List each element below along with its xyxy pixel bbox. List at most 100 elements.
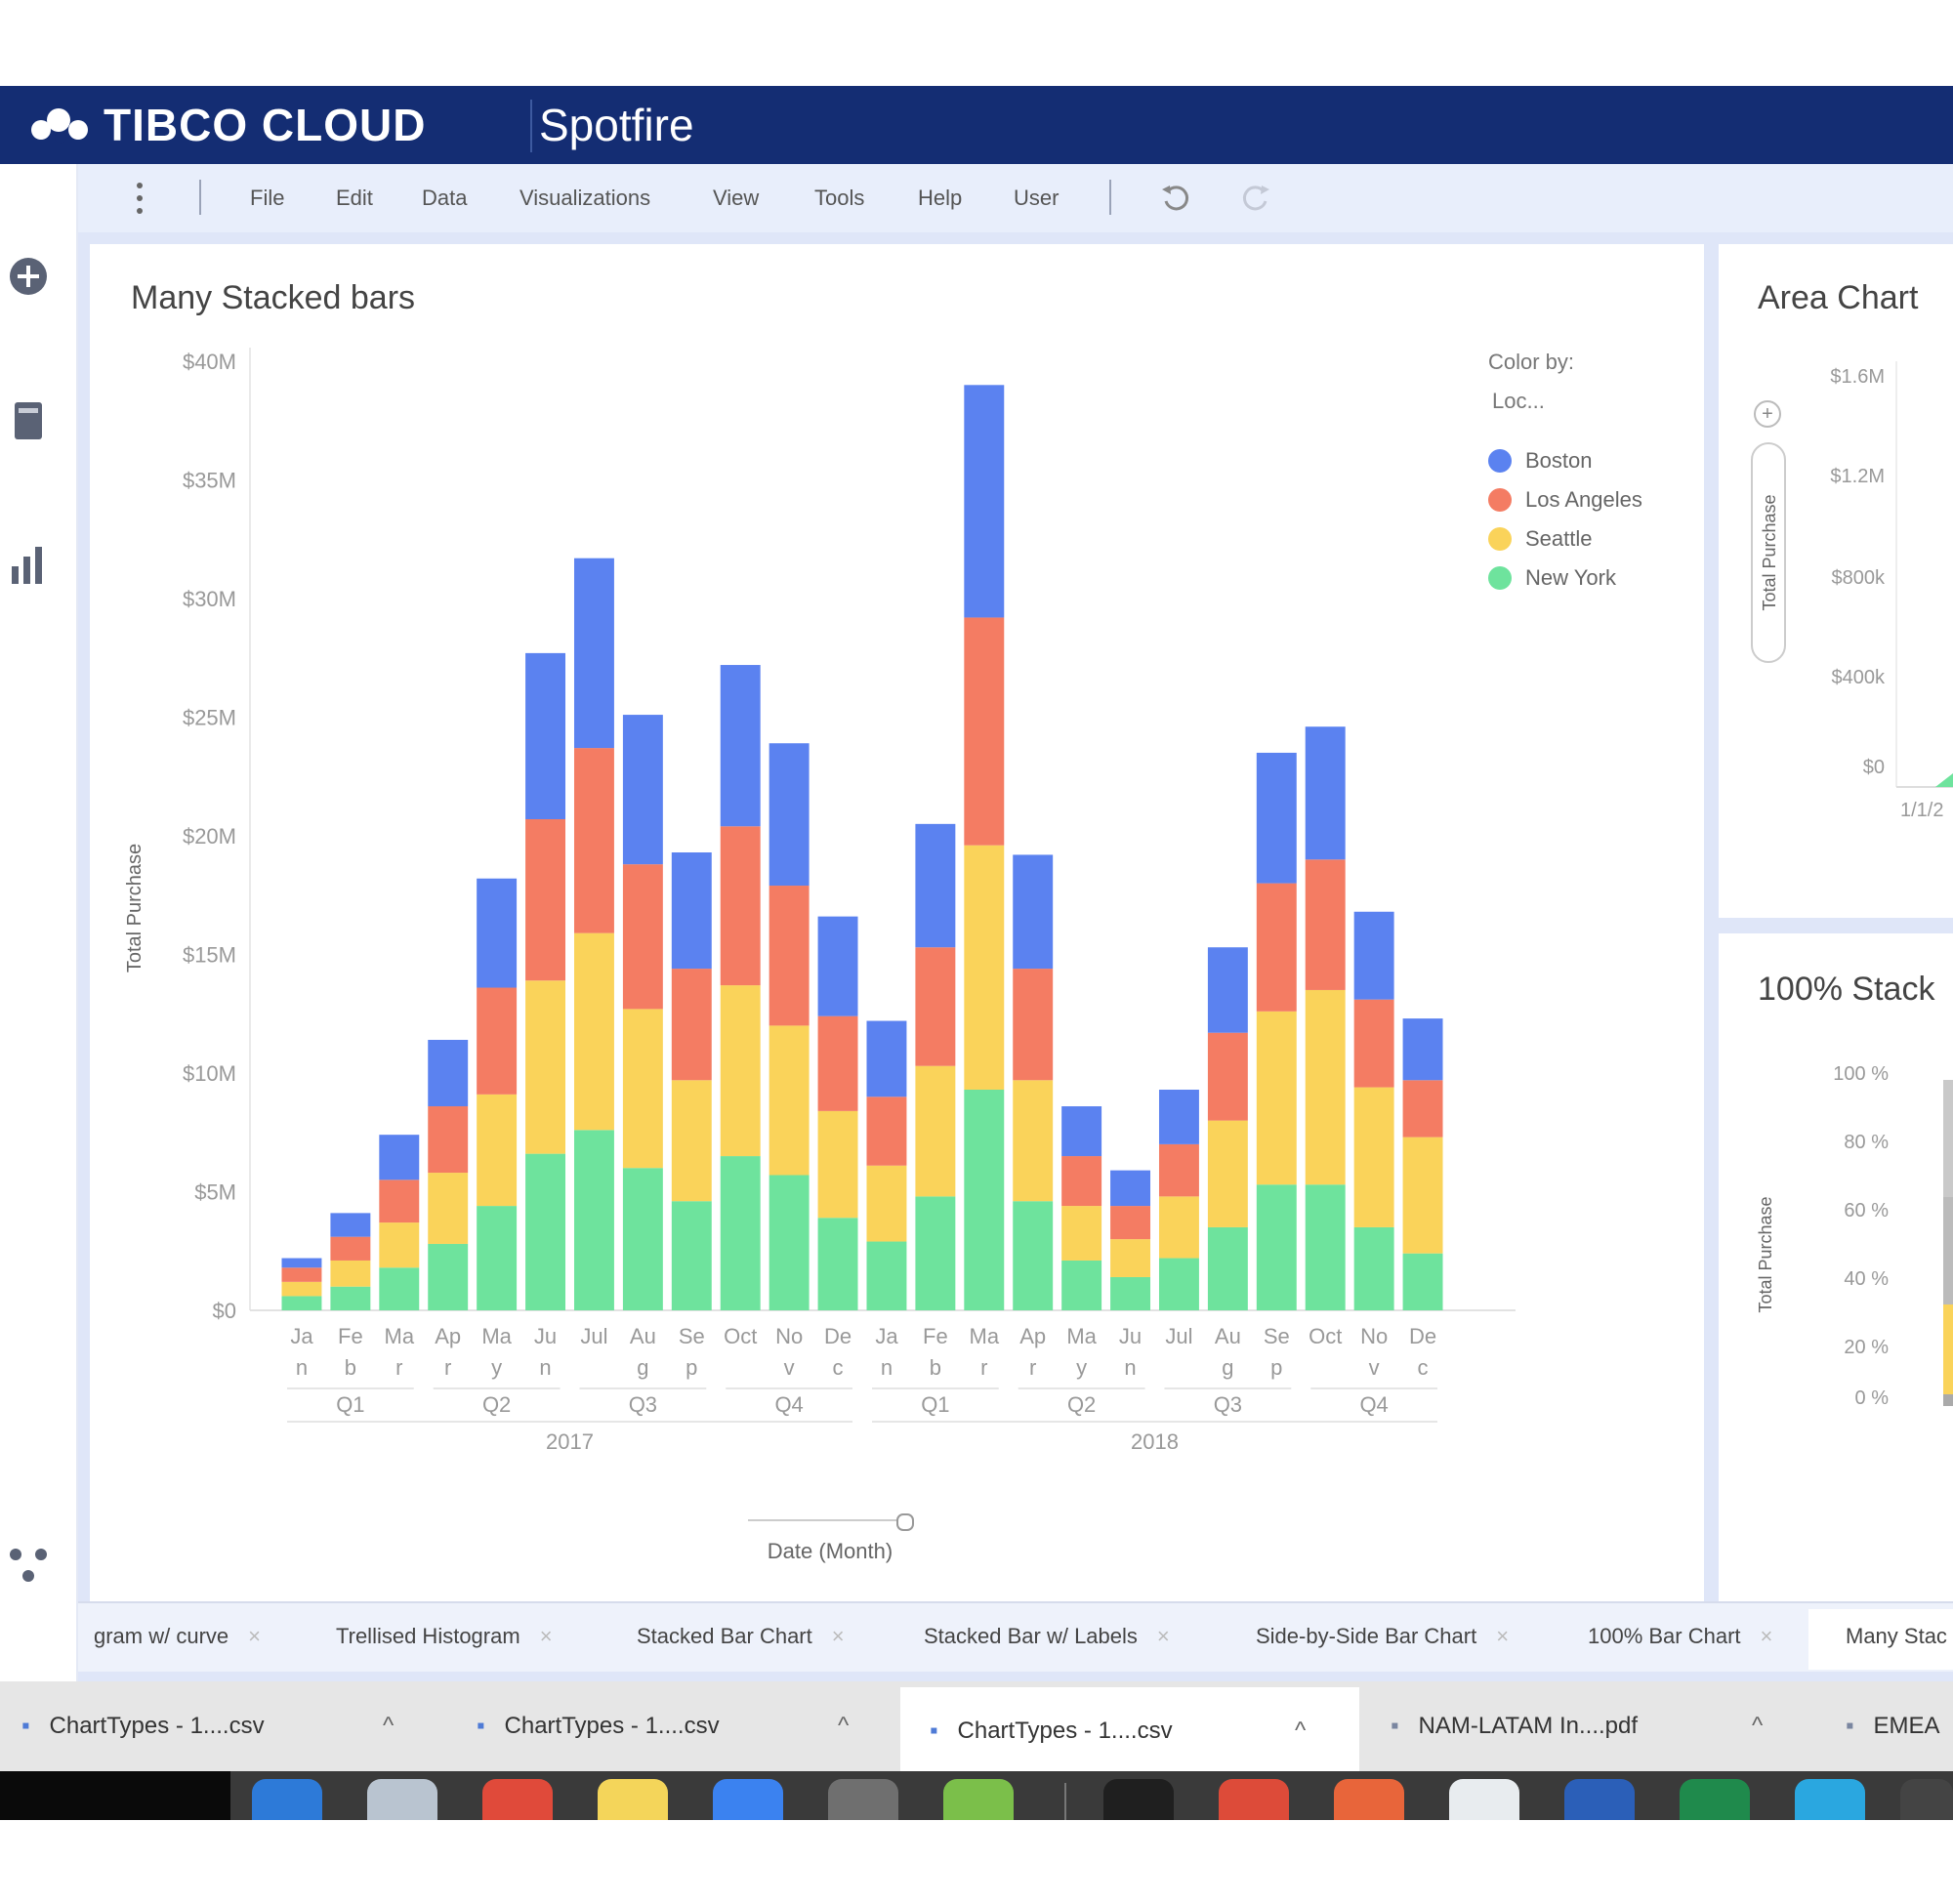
bar-segment-new-york[interactable] <box>866 1241 907 1310</box>
close-icon[interactable]: × <box>248 1624 262 1648</box>
bar-segment-los-angeles[interactable] <box>671 969 712 1081</box>
bar-segment-los-angeles[interactable] <box>281 1267 322 1282</box>
tab-stacked-bar-labels[interactable]: Stacked Bar w/ Labels × <box>924 1617 1170 1656</box>
clock-icon[interactable] <box>828 1779 898 1822</box>
menu-file[interactable]: File <box>250 186 285 210</box>
bar-segment-seattle[interactable] <box>1353 1087 1394 1227</box>
bar-segment-new-york[interactable] <box>1402 1253 1443 1310</box>
bar-segment-los-angeles[interactable] <box>769 886 810 1026</box>
bar-segment-boston[interactable] <box>817 916 858 1016</box>
bar-segment-seattle[interactable] <box>720 985 761 1157</box>
bar-segment-los-angeles[interactable] <box>1061 1156 1102 1207</box>
bar-segment-seattle[interactable] <box>1305 989 1346 1185</box>
legend-item-los-angeles[interactable]: Los Angeles <box>1488 480 1642 519</box>
bar-segment-seattle[interactable] <box>379 1222 420 1268</box>
chevron-up-icon[interactable]: ^ <box>383 1713 395 1739</box>
download-item[interactable]: ▪ EMEA <box>1846 1701 1953 1752</box>
zoom-in-icon[interactable] <box>1754 400 1781 428</box>
bar-segment-new-york[interactable] <box>817 1218 858 1310</box>
bar-segment-seattle[interactable] <box>573 932 614 1131</box>
zoom-app-icon[interactable] <box>713 1779 783 1822</box>
chevron-up-icon[interactable]: ^ <box>1295 1718 1307 1744</box>
menu-tools[interactable]: Tools <box>814 186 865 210</box>
menu-help[interactable]: Help <box>918 186 963 210</box>
bar-segment-new-york[interactable] <box>1353 1226 1394 1310</box>
bar-segment-new-york[interactable] <box>1256 1184 1297 1310</box>
bar-segment-los-angeles[interactable] <box>1305 859 1346 990</box>
legend-item-boston[interactable]: Boston <box>1488 441 1642 480</box>
bar-segment-new-york[interactable] <box>428 1243 469 1310</box>
menu-user[interactable]: User <box>1014 186 1060 210</box>
bar-segment-new-york[interactable] <box>1158 1258 1199 1310</box>
powerpoint-icon[interactable] <box>1334 1779 1404 1822</box>
axis-slider-track[interactable] <box>748 1519 904 1521</box>
undo-icon[interactable] <box>1158 180 1193 215</box>
terminal-icon[interactable] <box>1103 1779 1174 1822</box>
bar-segment-boston[interactable] <box>379 1135 420 1180</box>
tab-histogram-curve[interactable]: gram w/ curve × <box>94 1617 261 1656</box>
bar-segment-seattle[interactable] <box>1256 1011 1297 1185</box>
tab-many-stacked-bars[interactable]: Many Stac <box>1808 1609 1953 1670</box>
bar-segment-boston[interactable] <box>1061 1106 1102 1157</box>
bar-segment-new-york[interactable] <box>964 1090 1005 1310</box>
bar-segment-boston[interactable] <box>573 558 614 749</box>
bar-segment-los-angeles[interactable] <box>379 1180 420 1223</box>
bar-segment-seattle[interactable] <box>1207 1120 1248 1227</box>
bar-segment-boston[interactable] <box>866 1020 907 1097</box>
app-icon[interactable] <box>1900 1779 1953 1822</box>
bar-segment-seattle[interactable] <box>769 1025 810 1176</box>
bar-segment-los-angeles[interactable] <box>1013 969 1054 1081</box>
bar-segment-boston[interactable] <box>428 1039 469 1107</box>
bar-segment-boston[interactable] <box>622 715 663 865</box>
bar-segment-boston[interactable] <box>1353 911 1394 1000</box>
bar-segment-seattle[interactable] <box>671 1080 712 1202</box>
close-icon[interactable]: × <box>831 1624 845 1648</box>
menu-edit[interactable]: Edit <box>336 186 373 210</box>
bar-segment-new-york[interactable] <box>769 1175 810 1310</box>
add-icon[interactable] <box>6 254 51 299</box>
bar-segment-new-york[interactable] <box>379 1267 420 1310</box>
bar-segment-seattle[interactable] <box>330 1260 371 1287</box>
bar-segment-boston[interactable] <box>671 852 712 970</box>
bar-segment-seattle[interactable] <box>525 980 566 1154</box>
bar-segment-seattle[interactable] <box>1402 1137 1443 1254</box>
bar-segment-boston[interactable] <box>1256 752 1297 884</box>
more-menu-icon[interactable] <box>133 180 146 217</box>
bar-segment-boston[interactable] <box>1207 947 1248 1033</box>
bar-segment-los-angeles[interactable] <box>1353 999 1394 1088</box>
bar-segment-seattle[interactable] <box>477 1094 518 1207</box>
bar-segment-new-york[interactable] <box>573 1130 614 1310</box>
notes-icon[interactable] <box>598 1779 668 1822</box>
axis-selector[interactable] <box>1751 442 1786 663</box>
bar-segment-seattle[interactable] <box>1110 1239 1151 1277</box>
bar-segment-los-angeles[interactable] <box>1256 883 1297 1012</box>
data-table-icon[interactable] <box>6 398 51 443</box>
bar-segment-new-york[interactable] <box>915 1196 956 1310</box>
bar-segment-boston[interactable] <box>1158 1090 1199 1144</box>
bar-segment-seattle[interactable] <box>866 1165 907 1242</box>
bar-segment-boston[interactable] <box>964 385 1005 618</box>
bar-segment-seattle[interactable] <box>428 1173 469 1244</box>
chrome-icon[interactable] <box>1219 1779 1289 1822</box>
bar-segment-boston[interactable] <box>915 823 956 948</box>
redo-icon[interactable] <box>1238 180 1273 215</box>
bar-segment-los-angeles[interactable] <box>1207 1032 1248 1121</box>
launchpad-icon[interactable] <box>367 1779 437 1822</box>
bar-segment-boston[interactable] <box>720 665 761 827</box>
bar-segment-new-york[interactable] <box>720 1156 761 1310</box>
download-item[interactable]: ▪ NAM-LATAM In....pdf ^ <box>1391 1701 1781 1752</box>
axis-slider-handle[interactable] <box>896 1513 914 1531</box>
bar-segment-boston[interactable] <box>330 1213 371 1237</box>
download-item[interactable]: ▪ ChartTypes - 1....csv ^ <box>477 1701 867 1752</box>
menu-visualizations[interactable]: Visualizations <box>519 186 651 210</box>
bar-segment-new-york[interactable] <box>281 1296 322 1310</box>
tab-stacked-bar-chart[interactable]: Stacked Bar Chart × <box>637 1617 845 1656</box>
bar-segment-new-york[interactable] <box>671 1201 712 1310</box>
bar-segment-new-york[interactable] <box>1013 1201 1054 1310</box>
bar-segment-new-york[interactable] <box>1110 1276 1151 1310</box>
menu-data[interactable]: Data <box>422 186 468 210</box>
bar-segment-los-angeles[interactable] <box>817 1015 858 1111</box>
word-icon[interactable] <box>1564 1779 1635 1822</box>
bar-segment-los-angeles[interactable] <box>573 748 614 933</box>
chevron-up-icon[interactable]: ^ <box>1752 1713 1764 1739</box>
